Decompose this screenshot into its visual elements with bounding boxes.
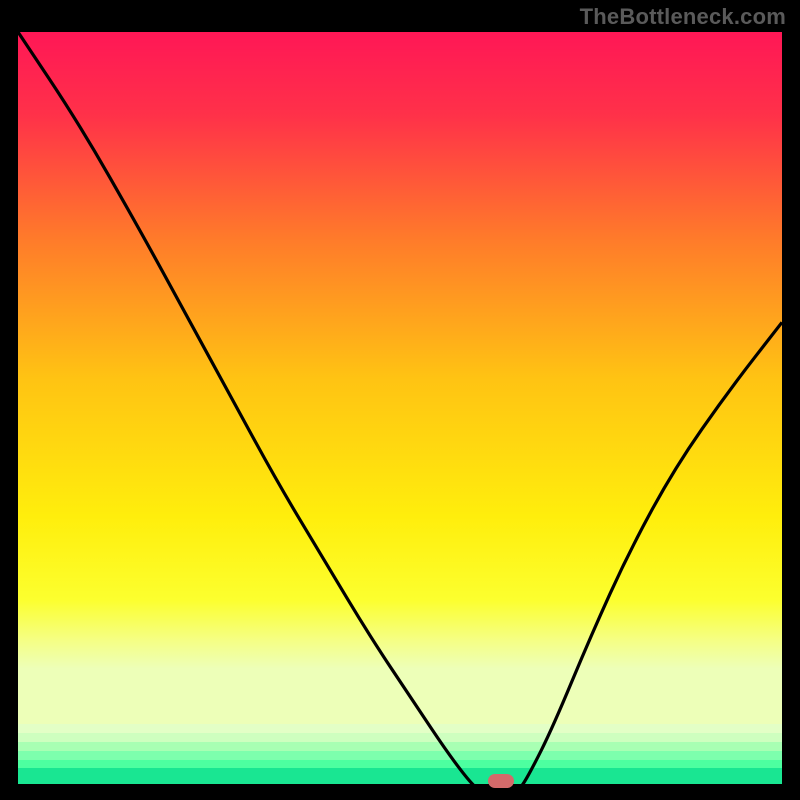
- chart-container: TheBottleneck.com: [0, 0, 800, 800]
- optimum-marker: [488, 774, 514, 788]
- bottleneck-curve: [18, 32, 782, 796]
- plot-area: [18, 32, 782, 784]
- curve-path: [18, 32, 782, 793]
- watermark-text: TheBottleneck.com: [580, 4, 786, 30]
